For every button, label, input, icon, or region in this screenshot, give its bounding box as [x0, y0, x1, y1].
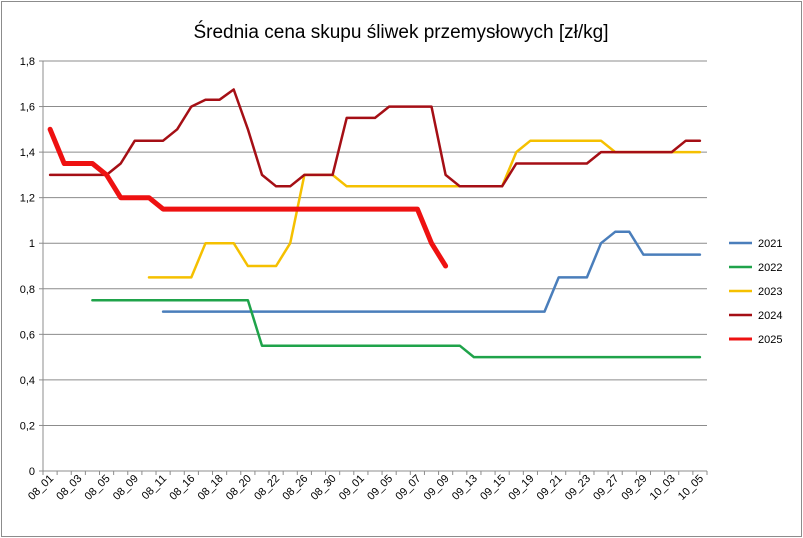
x-axis-ticks: 08_0108_0308_0508_0908_1108_1608_1808_20… — [26, 471, 708, 503]
series-line-2024 — [48, 88, 702, 188]
y-tick-label: 1,6 — [20, 102, 35, 114]
gridlines — [43, 60, 707, 426]
x-tick-label: 08_18 — [196, 473, 226, 503]
y-tick-label: 1 — [29, 238, 35, 250]
x-tick-label: 08_20 — [224, 473, 254, 503]
x-tick-label: 09_09 — [422, 473, 452, 503]
series-line-2022 — [91, 298, 702, 359]
y-tick-label: 1,4 — [20, 147, 35, 159]
x-tick-label: 10_03 — [648, 473, 678, 503]
legend-label-2023: 2023 — [758, 286, 782, 298]
x-tick-label: 08_26 — [280, 473, 310, 503]
chart-title: Średnia cena skupu śliwek przemysłowych … — [193, 21, 608, 43]
x-tick-label: 09_15 — [478, 473, 508, 503]
x-tick-label: 09_21 — [535, 473, 565, 503]
x-tick-label: 08_11 — [140, 473, 170, 503]
axes — [42, 61, 707, 472]
legend-label-2024: 2024 — [758, 310, 782, 322]
x-tick-label: 09_27 — [591, 473, 621, 503]
x-tick-label: 08_05 — [83, 473, 113, 503]
x-tick-label: 10_05 — [676, 473, 706, 503]
legend: 2021 2022 2023 2024 2025 — [729, 238, 782, 346]
x-tick-label: 09_13 — [450, 473, 480, 503]
y-tick-label: 1,2 — [20, 193, 35, 205]
x-tick-label: 09_23 — [563, 473, 593, 503]
y-tick-label: 0,8 — [20, 284, 35, 296]
series-line-2023 — [147, 139, 702, 279]
x-tick-label: 09_19 — [506, 473, 536, 503]
y-tick-label: 0 — [29, 466, 35, 478]
x-tick-label: 08_22 — [252, 473, 282, 503]
y-tick-label: 0,4 — [20, 375, 35, 387]
x-tick-label: 09_07 — [393, 473, 423, 503]
y-tick-label: 0,2 — [20, 420, 35, 432]
series-lines — [47, 88, 702, 359]
legend-label-2021: 2021 — [758, 238, 782, 250]
x-tick-label: 08_16 — [167, 473, 197, 503]
x-tick-label: 08_09 — [111, 473, 141, 503]
series-line-2025 — [47, 126, 449, 269]
x-tick-label: 09_29 — [619, 473, 649, 503]
x-tick-label: 08_30 — [309, 473, 339, 503]
y-axis-ticks: 0 0,2 0,4 0,6 0,8 1 1,2 1,4 1,6 1,8 — [20, 56, 43, 478]
legend-label-2025: 2025 — [758, 334, 782, 346]
legend-label-2022: 2022 — [758, 262, 782, 274]
x-tick-label: 09_05 — [365, 473, 395, 503]
y-tick-label: 1,8 — [20, 56, 35, 68]
y-tick-label: 0,6 — [20, 329, 35, 341]
x-tick-label: 08_03 — [54, 473, 84, 503]
x-tick-label: 09_01 — [337, 473, 367, 503]
